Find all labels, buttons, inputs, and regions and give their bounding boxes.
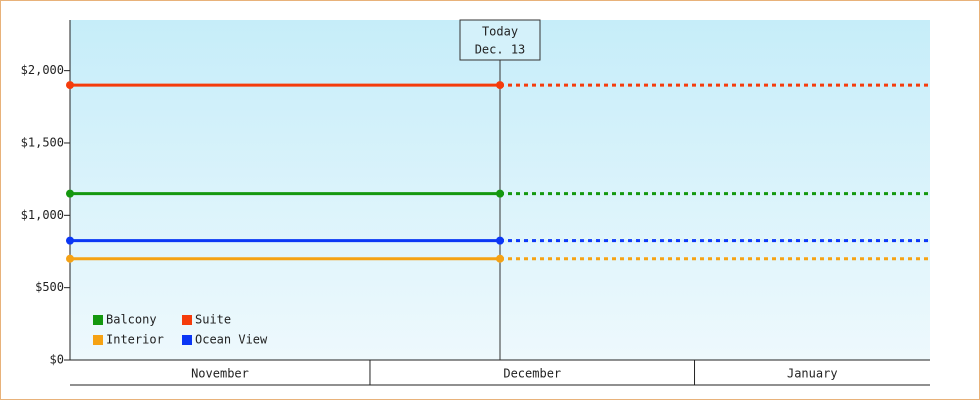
point <box>66 81 74 90</box>
x-band-label: December <box>503 367 561 381</box>
y-tick-label: $2,000 <box>21 63 64 77</box>
point <box>496 236 504 245</box>
y-tick-label: $1,000 <box>21 208 64 222</box>
legend-label: Interior <box>106 333 164 347</box>
legend-label: Ocean View <box>195 333 268 347</box>
point <box>66 254 74 263</box>
legend-label: Balcony <box>106 313 157 327</box>
x-band-label: January <box>787 367 838 381</box>
point <box>496 189 504 198</box>
point <box>66 189 74 198</box>
y-tick-label: $0 <box>50 353 64 367</box>
today-date: Dec. 13 <box>475 43 526 57</box>
y-tick-label: $1,500 <box>21 135 64 149</box>
legend-swatch <box>182 315 192 325</box>
legend-swatch <box>93 315 103 325</box>
legend-label: Suite <box>195 313 231 327</box>
today-box <box>459 19 541 61</box>
point <box>66 236 74 245</box>
x-band-label: November <box>191 367 249 381</box>
point <box>496 254 504 263</box>
point <box>496 81 504 90</box>
y-tick-label: $500 <box>35 280 64 294</box>
legend-swatch <box>182 335 192 345</box>
today-label: Today <box>482 25 518 39</box>
legend-swatch <box>93 335 103 345</box>
